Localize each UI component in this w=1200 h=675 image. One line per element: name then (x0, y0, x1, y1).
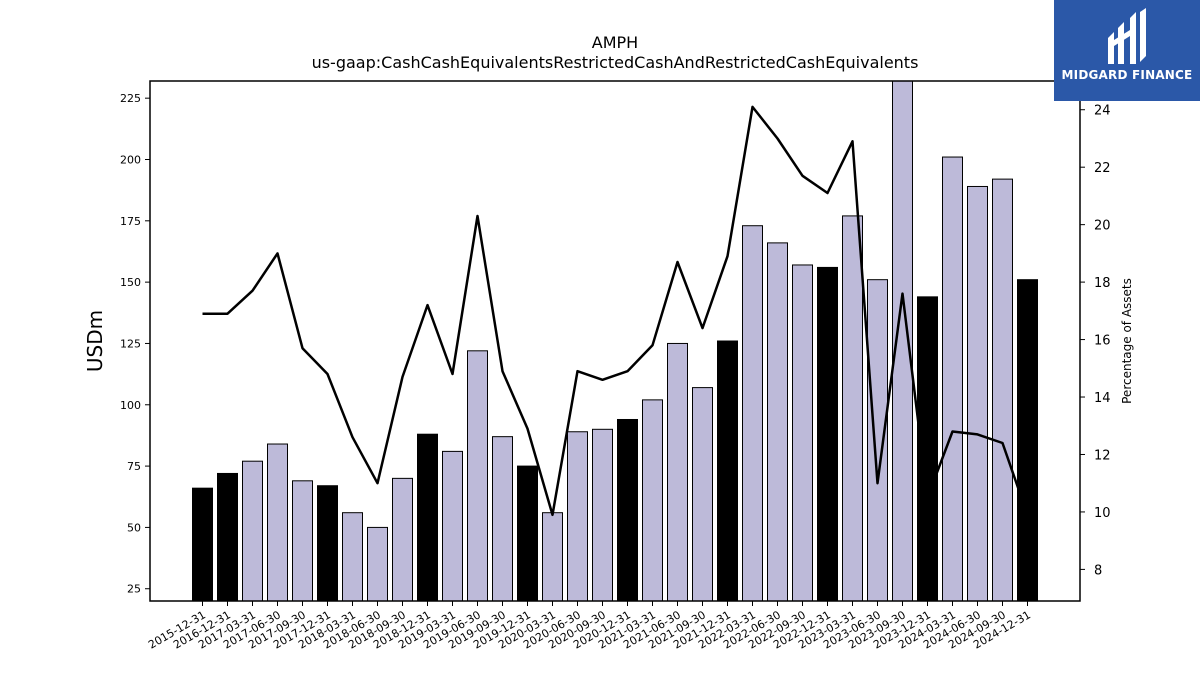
logo-text: MIDGARD FINANCE (1061, 68, 1193, 82)
logo-mark-icon (1108, 8, 1146, 64)
chart-title: AMPH (592, 33, 638, 52)
y2-axis-label: Percentage of Assets (1120, 278, 1134, 404)
bar-2017-06-30 (267, 443, 288, 602)
y2-tick-label: 12 (1094, 448, 1111, 463)
y2-tick-label: 24 (1094, 104, 1111, 119)
y2-tick-label: 22 (1094, 161, 1111, 176)
y-tick-label: 50 (127, 521, 141, 534)
bar-2019-03-31 (442, 450, 463, 602)
bar-2017-03-31 (242, 460, 263, 602)
bar-2024-09-30 (992, 178, 1013, 602)
bar-2018-03-31 (342, 512, 363, 602)
bar-2020-03-31 (542, 512, 563, 602)
y-axis-label: USDm (83, 310, 107, 372)
y-tick-label: 225 (120, 92, 141, 105)
bar-2022-12-31 (817, 266, 838, 602)
y-tick-label: 100 (120, 399, 141, 412)
bar-2024-12-31 (1017, 279, 1038, 602)
y2-tick-label: 18 (1094, 276, 1111, 291)
bar-2018-12-31 (417, 433, 438, 602)
bars (192, 80, 1038, 602)
bar-2023-03-31 (842, 215, 863, 602)
bar-2022-03-31 (742, 225, 763, 602)
left-axis-ticks: 25 50 75 100 125 150 175 200 225 (120, 92, 150, 596)
x-axis-ticks: 2015-12-312016-12-312017-03-312017-06-30… (146, 601, 1033, 652)
bar-2023-06-30 (867, 279, 888, 602)
bar-2024-06-30 (967, 185, 988, 602)
bar-2021-12-31 (717, 340, 738, 602)
y-tick-label: 200 (120, 153, 141, 166)
y2-tick-label: 20 (1094, 219, 1111, 234)
bar-2022-09-30 (792, 264, 813, 602)
y-tick-label: 150 (120, 276, 141, 289)
bar-2020-12-31 (617, 418, 638, 602)
plot-frame (149, 80, 1081, 602)
y-tick-label: 175 (120, 215, 141, 228)
bar-2022-06-30 (767, 242, 788, 602)
bar-2020-06-30 (567, 431, 588, 602)
bar-2016-12-31 (217, 472, 238, 602)
bar-2019-09-30 (492, 436, 513, 602)
line-layer (202, 105, 1029, 517)
right-axis-ticks: 8 10 12 14 16 18 20 22 24 (1080, 104, 1111, 578)
midgard-finance-logo: MIDGARD FINANCE (1054, 0, 1200, 101)
bar-2021-09-30 (692, 387, 713, 602)
bar-2019-12-31 (517, 465, 538, 602)
bar-2017-12-31 (317, 485, 338, 602)
y-tick-label: 25 (127, 583, 141, 596)
bar-2015-12-31 (192, 487, 213, 602)
bar-2018-09-30 (392, 477, 413, 602)
bar-2021-03-31 (642, 399, 663, 602)
y2-tick-label: 8 (1094, 563, 1102, 578)
bar-2021-06-30 (667, 342, 688, 602)
y2-tick-label: 14 (1094, 391, 1111, 406)
bar-2018-06-30 (367, 526, 388, 602)
bar-2024-03-31 (942, 156, 963, 602)
y2-tick-label: 16 (1094, 334, 1111, 349)
y-tick-label: 125 (120, 337, 141, 350)
bar-2019-06-30 (467, 350, 488, 602)
y-tick-label: 75 (127, 460, 141, 473)
chart-subtitle: us-gaap:CashCashEquivalentsRestrictedCas… (312, 53, 919, 72)
bar-2020-09-30 (592, 428, 613, 602)
bar-2017-09-30 (292, 480, 313, 602)
percentage-line (202, 105, 1029, 517)
y2-tick-label: 10 (1094, 506, 1111, 521)
